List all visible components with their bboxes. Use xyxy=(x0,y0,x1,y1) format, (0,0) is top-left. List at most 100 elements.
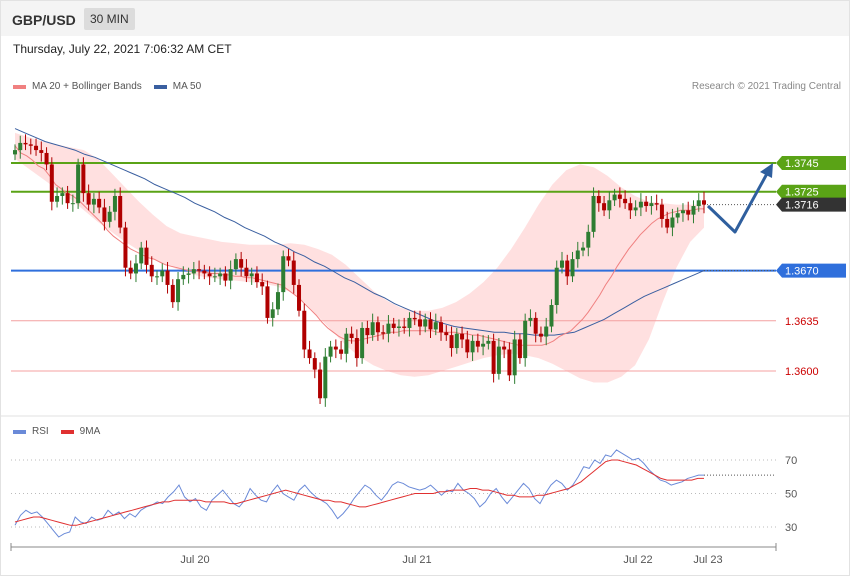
level-tag xyxy=(776,156,846,170)
moving-averages xyxy=(14,128,776,346)
candle-body xyxy=(507,349,512,376)
candle-body xyxy=(28,144,33,146)
candle-body xyxy=(244,267,249,277)
candle-body xyxy=(502,346,507,350)
ma20-legend-label: MA 20 + Bollinger Bands xyxy=(32,81,142,92)
candle-body xyxy=(302,310,307,350)
candle-body xyxy=(312,358,317,370)
candle-body xyxy=(381,332,386,334)
x-tick-label: Jul 20 xyxy=(180,554,209,566)
bollinger-band-area xyxy=(15,132,704,383)
candle-body xyxy=(239,259,244,268)
candle-body xyxy=(91,198,96,205)
level-tag-label: 1.3670 xyxy=(785,266,819,278)
level-tag-label: 1.3725 xyxy=(785,187,819,199)
level-label: 1.3600 xyxy=(785,366,819,378)
forecast-arrowhead xyxy=(760,163,773,178)
candles xyxy=(13,134,706,407)
candle-body xyxy=(291,260,296,285)
candle-body xyxy=(686,210,691,215)
x-tick-label: Jul 22 xyxy=(623,554,652,566)
candle-body xyxy=(575,250,580,260)
rsi-ma-legend-label: 9MA xyxy=(79,426,101,437)
candle-body xyxy=(496,346,501,374)
candle-body xyxy=(160,270,165,277)
candle-body xyxy=(370,322,375,336)
candle-body xyxy=(307,349,312,359)
candle-body xyxy=(318,369,323,399)
candle-body xyxy=(702,200,706,205)
candle-body xyxy=(607,200,612,211)
candle-body xyxy=(118,195,123,228)
candle-body xyxy=(344,333,349,354)
candle-body xyxy=(570,259,575,277)
candle-body xyxy=(13,150,17,155)
candle-body xyxy=(659,204,664,219)
candle-body xyxy=(149,264,154,277)
level-label: 1.3635 xyxy=(785,316,819,328)
candle-body xyxy=(691,206,696,215)
rsi-tick-label: 30 xyxy=(785,522,797,534)
candle-body xyxy=(328,346,333,357)
candle-body xyxy=(680,210,685,214)
candle-body xyxy=(34,145,39,151)
price-legend: MA 20 + Bollinger Bands MA 50 xyxy=(13,81,201,92)
copyright: Research © 2021 Trading Central xyxy=(691,81,841,92)
candle-body xyxy=(675,213,680,218)
x-tick-label: Jul 23 xyxy=(693,554,722,566)
candle-body xyxy=(165,270,170,285)
ma50-line xyxy=(14,128,705,336)
candle-body xyxy=(596,195,601,204)
candle-body xyxy=(633,207,638,211)
candle-body xyxy=(581,247,586,251)
timeframe-badge[interactable]: 30 MIN xyxy=(84,8,135,30)
bollinger-band xyxy=(15,132,704,383)
candle-body xyxy=(39,150,44,153)
candle-body xyxy=(402,326,407,328)
candle-body xyxy=(70,203,75,205)
candle-body xyxy=(207,273,212,277)
candle-body xyxy=(638,201,643,208)
candle-body xyxy=(617,194,622,199)
candle-body xyxy=(349,333,354,339)
candle-body xyxy=(644,201,649,207)
candle-body xyxy=(549,305,554,327)
candle-body xyxy=(533,317,538,334)
candle-body xyxy=(286,256,291,261)
candle-body xyxy=(559,260,564,268)
rsi-panel: 70 50 30 xyxy=(11,449,797,538)
candle-body xyxy=(181,274,186,280)
candle-body xyxy=(391,323,396,328)
candle-body xyxy=(470,340,475,353)
candle-body xyxy=(102,207,107,222)
candle-body xyxy=(612,194,617,201)
candle-body xyxy=(60,193,65,196)
candle-body xyxy=(365,327,370,336)
timestamp: Thursday, July 22, 2021 7:06:32 AM CET xyxy=(13,42,232,56)
candle-body xyxy=(439,322,444,333)
candle-body xyxy=(412,317,417,320)
candle-body xyxy=(586,231,591,248)
rsi-ma-line xyxy=(14,459,704,526)
price-levels xyxy=(11,162,776,372)
rsi-tick-label: 70 xyxy=(785,455,797,467)
candle-body xyxy=(423,319,428,327)
candle-body xyxy=(265,286,270,318)
candle-body xyxy=(428,319,433,330)
candle-body xyxy=(191,269,196,274)
level-tag xyxy=(776,197,846,212)
rsi-legend: RSI 9MA xyxy=(13,426,100,437)
chart-header: GBP/USD 30 MIN xyxy=(1,1,849,36)
candle-body xyxy=(197,269,202,271)
candle-body xyxy=(375,322,380,333)
candle-body xyxy=(491,340,496,374)
level-tag xyxy=(776,184,846,199)
candle-body xyxy=(275,292,280,310)
candle-body xyxy=(97,198,102,208)
ma50-swatch xyxy=(153,84,167,89)
candle-body xyxy=(260,282,265,287)
candle-body xyxy=(523,320,528,359)
rsi-line xyxy=(14,449,704,538)
candle-body xyxy=(202,270,207,274)
